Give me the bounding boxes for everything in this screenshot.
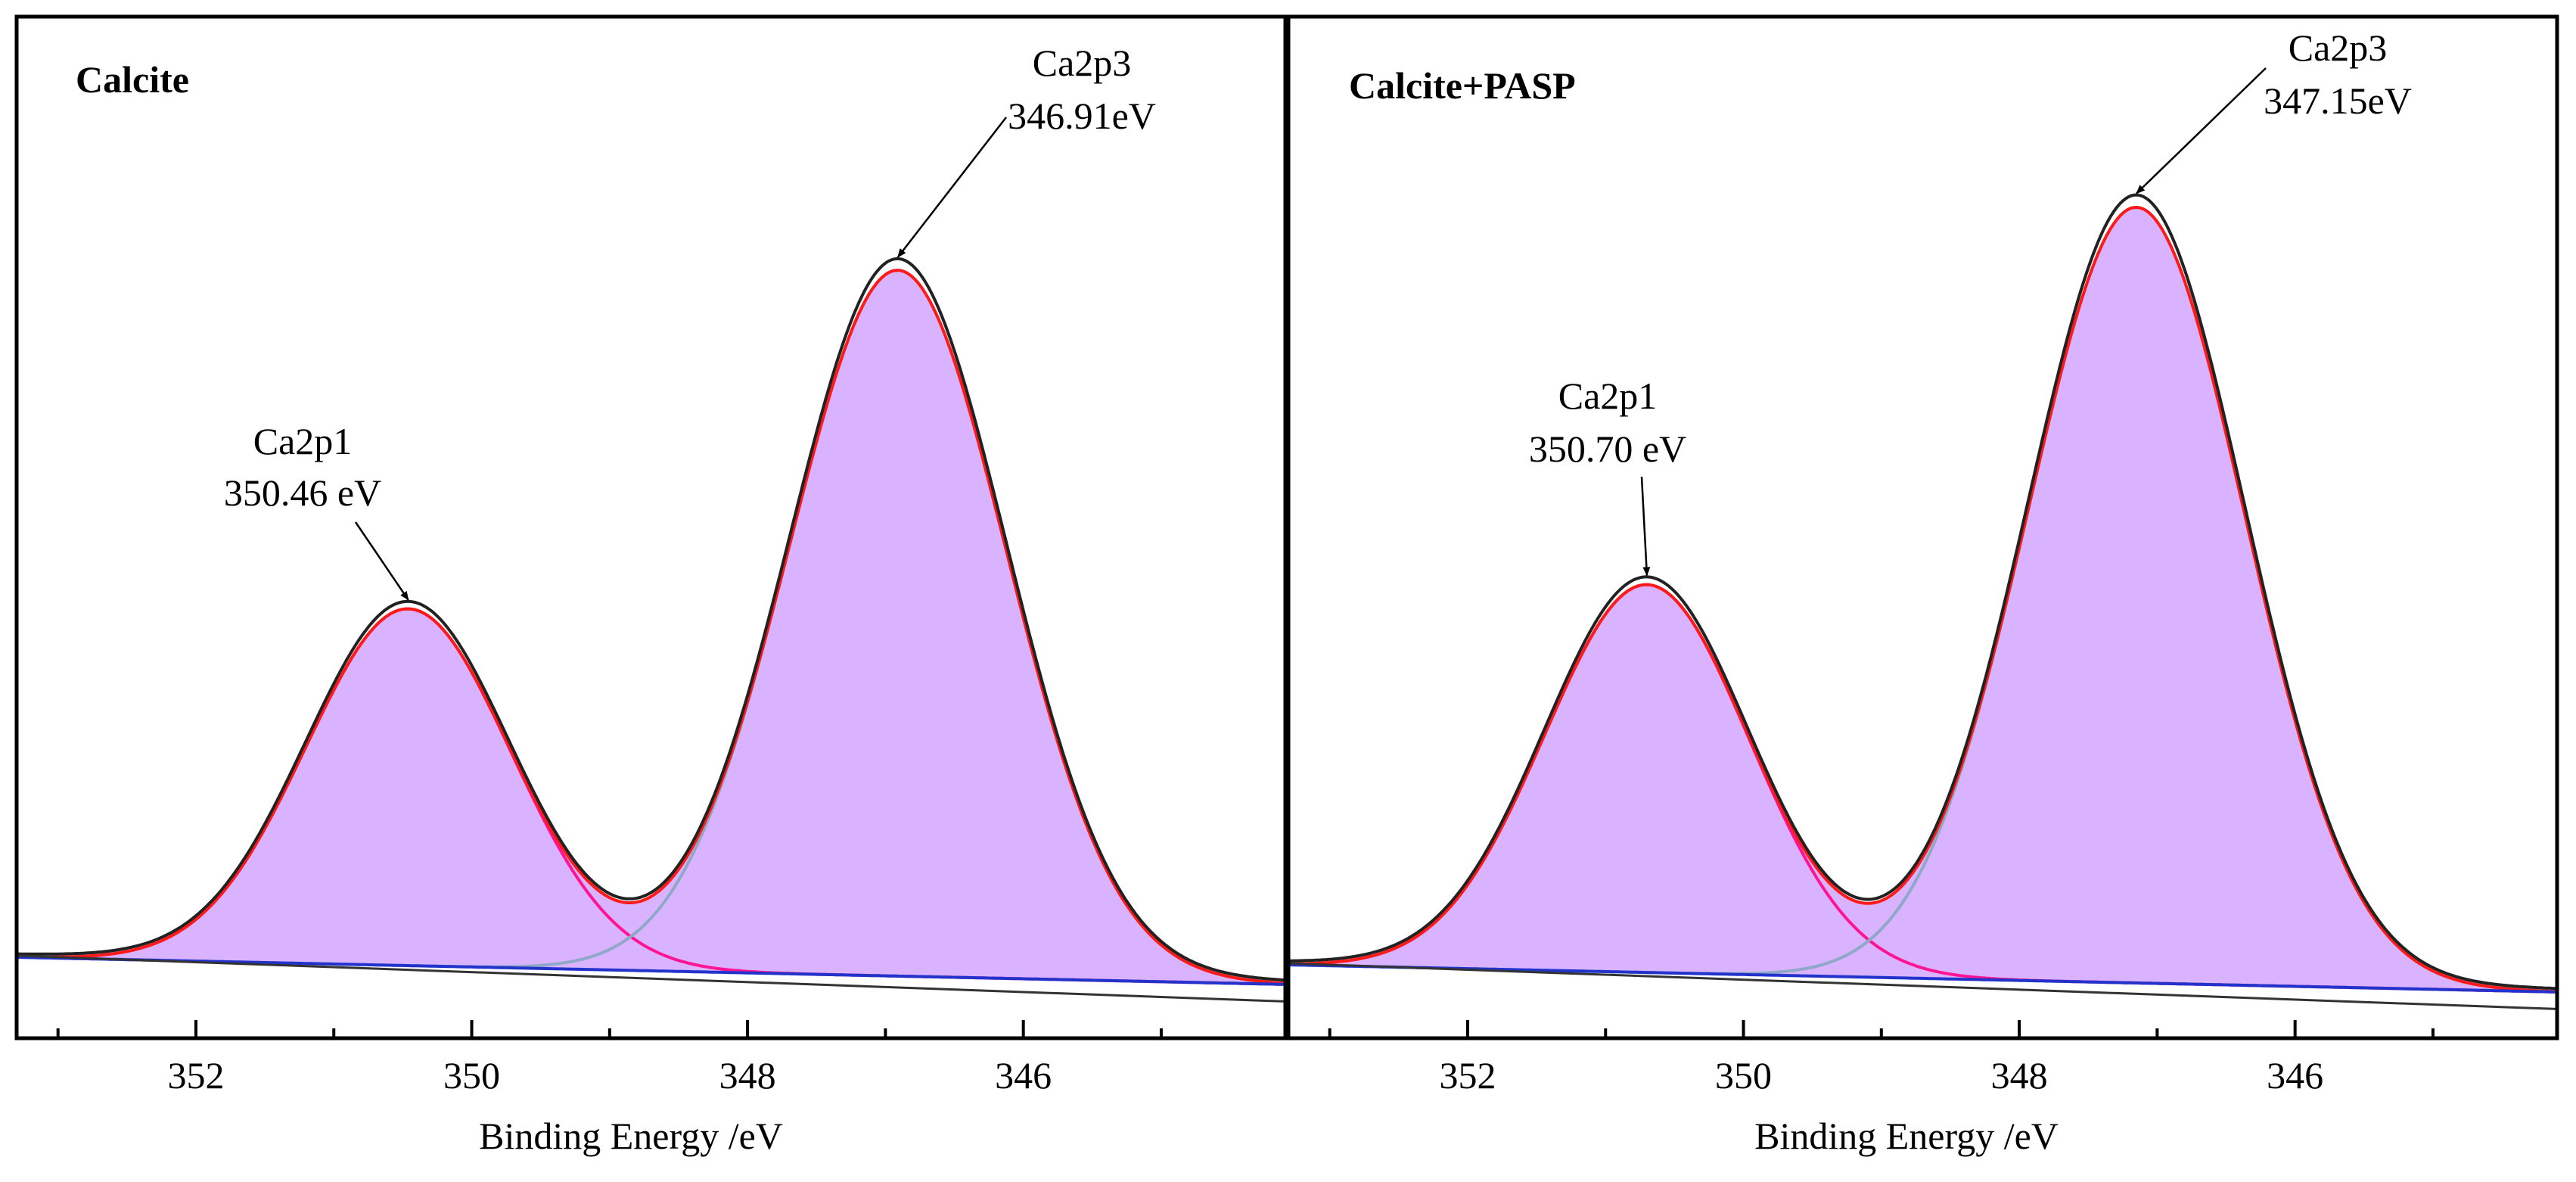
panel-frame-calcite-pasp xyxy=(1286,14,2559,1040)
x-tick-label: 348 xyxy=(719,1054,776,1096)
x-tick-label: 348 xyxy=(1991,1054,2048,1096)
x-tick-label: 352 xyxy=(1439,1054,1496,1096)
fit-sum-curve xyxy=(1288,205,2557,994)
peak-annotations-calcite-pasp: Ca2p1 350.70 eV Ca2p3 347.15eV xyxy=(1529,26,2412,577)
x-axis-label-calcite-pasp: Binding Energy /eV xyxy=(1754,1115,2059,1157)
panel-calcite: 352 350 348 346 Calcite Ca2p1 350.46 eV Ca2p3… xyxy=(14,14,1288,1157)
panel-title-calcite-pasp: Calcite+PASP xyxy=(1349,64,1576,107)
measured-envelope-curve xyxy=(17,257,1285,982)
baseline-line xyxy=(17,954,1285,1003)
plot-area-calcite-pasp xyxy=(1288,193,2557,1010)
panel-calcite-pasp: 352 350 348 346 Calcite+PASP Ca2p1 350.70 eV… xyxy=(1286,14,2559,1157)
peak-arrow-ca2p1 xyxy=(1640,476,1651,577)
x-axis-label-calcite: Binding Energy /eV xyxy=(479,1115,783,1157)
baseline-line xyxy=(1288,962,2557,1010)
panel-title-calcite: Calcite xyxy=(76,58,189,101)
peak-energy-ca2p3: 346.91eV xyxy=(1008,95,1156,137)
measured-envelope-curve xyxy=(1288,193,2557,991)
peak-label-ca2p1: Ca2p1 xyxy=(1558,375,1658,417)
plot-area-calcite xyxy=(17,257,1285,1003)
x-tick-label: 346 xyxy=(995,1054,1052,1096)
x-tick-label: 350 xyxy=(1715,1054,1772,1096)
peak-fill-area xyxy=(1288,207,2557,992)
peak-energy-ca2p1: 350.70 eV xyxy=(1529,428,1686,470)
peak-label-ca2p1: Ca2p1 xyxy=(253,420,353,462)
background-line xyxy=(1288,963,2557,994)
peak-energy-ca2p3: 347.15eV xyxy=(2264,79,2412,122)
peak-energy-ca2p1: 350.46 eV xyxy=(224,471,381,514)
peak-arrow-ca2p3 xyxy=(2136,67,2267,194)
peak-arrow-ca2p1 xyxy=(354,521,409,601)
peak-fill-area xyxy=(17,270,1285,984)
x-axis-ticks-calcite-pasp: 352 350 348 346 xyxy=(1328,1020,2435,1096)
peak-annotations-calcite: Ca2p1 350.46 eV Ca2p3 346.91eV xyxy=(224,42,1156,601)
x-tick-label: 352 xyxy=(167,1054,224,1096)
background-line xyxy=(17,956,1285,986)
x-tick-label: 350 xyxy=(443,1054,500,1096)
x-tick-label: 346 xyxy=(2267,1054,2323,1096)
peak-label-ca2p3: Ca2p3 xyxy=(2289,26,2388,69)
peak-label-ca2p3: Ca2p3 xyxy=(1033,42,1132,84)
x-axis-ticks-calcite: 352 350 348 346 xyxy=(56,1020,1163,1096)
peak-arrow-ca2p3 xyxy=(896,117,1007,258)
fit-sum-curve xyxy=(17,269,1285,985)
panel-frame-calcite xyxy=(14,14,1288,1040)
